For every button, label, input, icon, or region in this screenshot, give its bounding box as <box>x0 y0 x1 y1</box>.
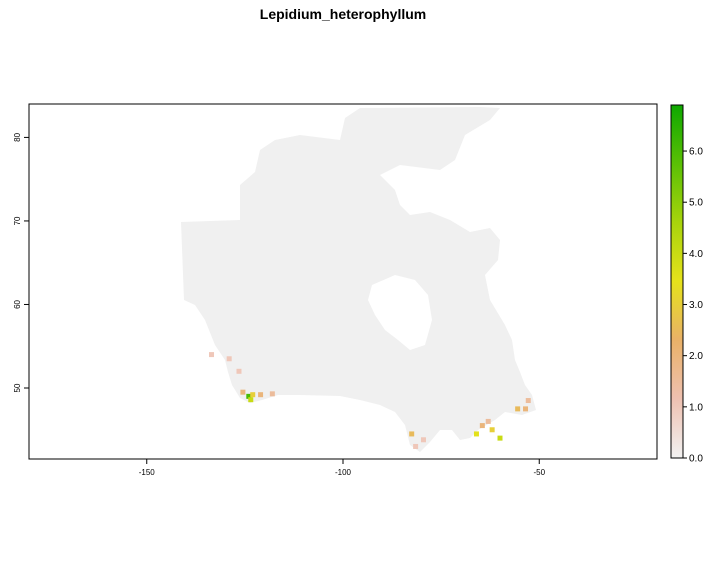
hotspot-cell <box>489 427 495 433</box>
hotspot-cell <box>515 406 521 412</box>
map-title: Lepidium_heterophyllum <box>259 6 427 22</box>
legend-tick-label: 6.0 <box>689 147 703 158</box>
landmass-1 <box>300 205 340 232</box>
hotspot-cell <box>246 393 252 399</box>
y-tick-label: 70 <box>13 216 22 225</box>
hotspot-cell <box>240 389 246 395</box>
legend-tick-label: 5.0 <box>689 198 703 209</box>
legend: 0.0 1.0 2.0 3.0 4.0 5.0 6.0 <box>670 104 703 465</box>
legend-tick-label: 3.0 <box>689 300 703 311</box>
raster-map <box>181 107 536 452</box>
hotspot-cell <box>525 398 531 404</box>
legend-tick-label: 1.0 <box>689 402 703 413</box>
hotspot-cell <box>479 423 485 429</box>
x-tick-label: -50 <box>533 468 545 477</box>
hotspot-cell <box>248 397 254 403</box>
hotspot-cell <box>497 435 503 441</box>
hotspot-cell <box>250 392 256 398</box>
hotspot-cell <box>226 356 232 362</box>
hudson-bay <box>368 275 432 350</box>
legend-tick-label: 2.0 <box>689 351 703 362</box>
hotspot-cell <box>258 392 264 398</box>
hotspot-cell <box>209 352 215 358</box>
legend-tick-label: 0.0 <box>689 454 703 465</box>
landmass-0 <box>181 107 536 452</box>
hotspot-cell <box>485 418 491 424</box>
x-tick-label: -150 <box>139 468 156 477</box>
y-tick-label: 80 <box>13 132 22 141</box>
x-tick-label: -100 <box>335 468 352 477</box>
hotspot-cell <box>236 368 242 374</box>
hotspot-cell <box>409 431 415 437</box>
hotspot-cell <box>420 437 426 443</box>
hotspot-cell <box>413 443 419 449</box>
hotspot-cell <box>473 431 479 437</box>
axes: -150 -100 -50 50 60 70 80 <box>13 132 546 477</box>
landmass-2 <box>418 260 445 285</box>
legend-tick-label: 4.0 <box>689 249 703 260</box>
hotspot-cell <box>269 391 275 397</box>
hotspot-cell <box>523 406 529 412</box>
legend-colorbar <box>670 104 684 459</box>
y-tick-label: 50 <box>13 383 22 392</box>
y-tick-label: 60 <box>13 299 22 308</box>
